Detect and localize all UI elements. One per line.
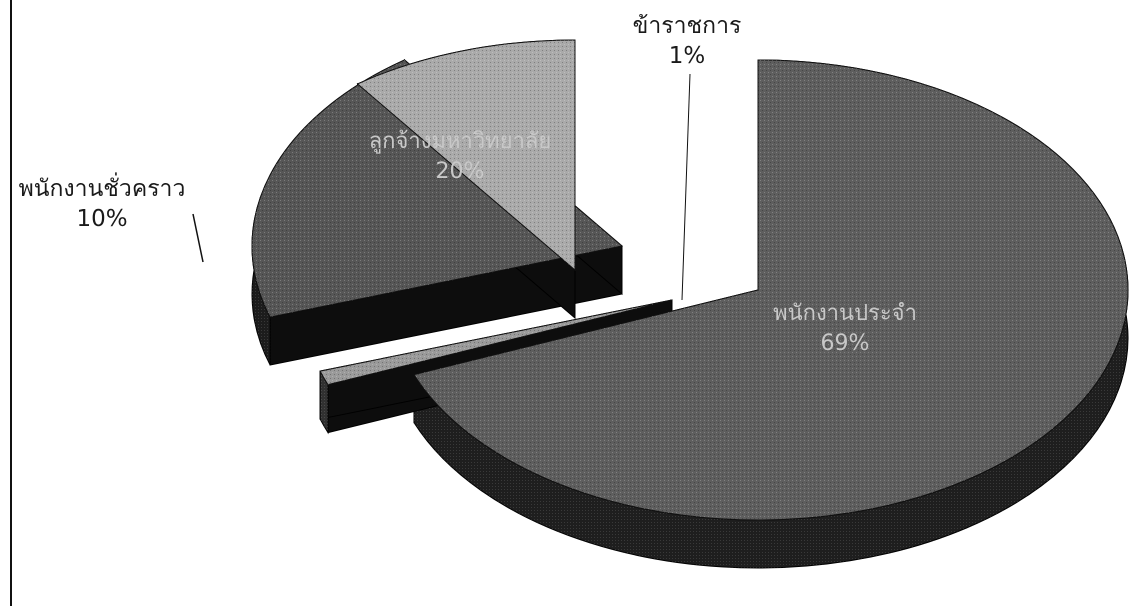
leader-line-official <box>681 73 691 301</box>
slice-3-percent-label: 20% <box>436 159 485 184</box>
slice-2-percent-label: 1% <box>669 43 706 69</box>
slice-2-top <box>319 299 673 386</box>
slice-4-label: พนักงานชั่วคราว <box>19 172 186 202</box>
leader-line-temporary <box>192 213 204 263</box>
slice-3-label: ลูกจ้างมหาวิทยาลัย <box>369 129 552 154</box>
slice-1-top <box>413 59 1129 521</box>
slice-4-top <box>356 39 576 272</box>
page-border-line <box>10 0 12 606</box>
slice-2-label: ข้าราชการ <box>633 13 742 39</box>
slice-4-percent-label: 10% <box>76 206 127 232</box>
slice-1-percent-label: 69% <box>821 331 870 356</box>
slice-1-label: พนักงานประจำ <box>773 301 917 326</box>
